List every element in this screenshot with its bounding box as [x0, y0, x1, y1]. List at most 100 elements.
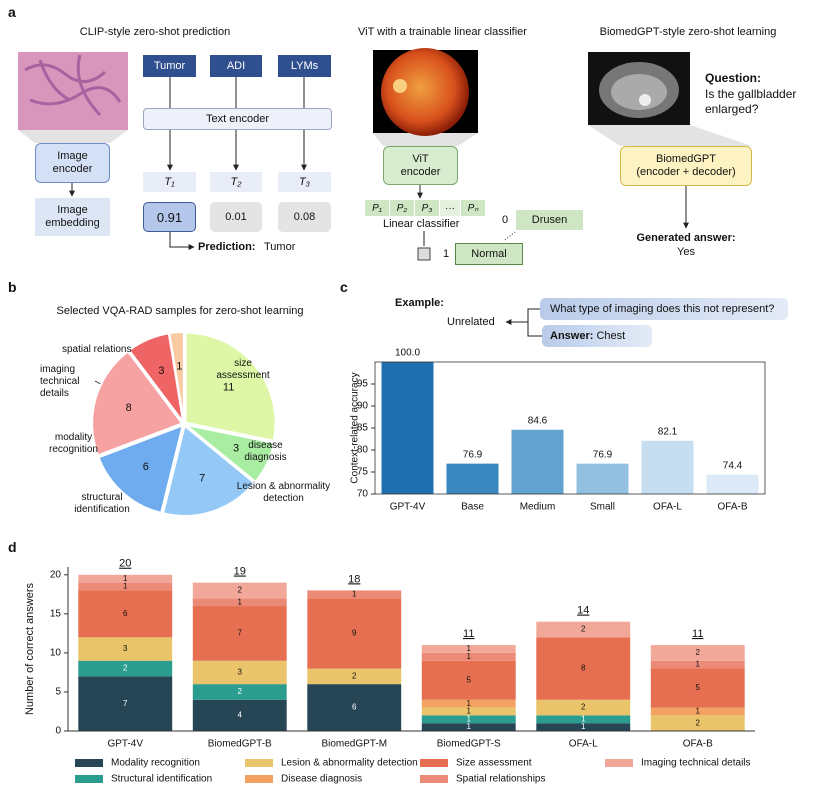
output-node — [417, 247, 431, 261]
biomedgpt-box: BiomedGPT (encoder + decoder) — [620, 146, 752, 186]
y-tick-label: 95 — [357, 379, 369, 390]
segment-label: 1 — [123, 574, 128, 583]
legend-label: Structural identification — [111, 774, 212, 785]
question: Is the gallbladder enlarged? — [705, 87, 797, 116]
example-answer: Answer: Chest — [550, 330, 625, 343]
image-encoder: Image encoder — [35, 143, 110, 183]
bar-segment — [421, 699, 516, 708]
pie-slice — [161, 424, 256, 517]
model-name: BiomedGPT — [656, 153, 716, 165]
segment-label: 2 — [581, 625, 586, 634]
total-label: 20 — [119, 558, 131, 570]
y-tick-label: 85 — [357, 423, 369, 434]
slice-value: 3 — [233, 443, 239, 455]
label-box: ADI — [210, 55, 262, 77]
bar-segment — [421, 723, 516, 731]
segment-label: 5 — [696, 683, 701, 692]
bar-segment — [536, 715, 631, 724]
answer: Yes — [677, 246, 695, 258]
segment-label: 1 — [581, 722, 586, 731]
segment-label: 1 — [467, 644, 472, 653]
legend-swatch — [420, 759, 448, 767]
legend-swatch — [420, 775, 448, 783]
x-tick-label: OFA-L — [569, 739, 598, 750]
projection — [373, 133, 478, 146]
bar-segment — [650, 645, 745, 661]
bar-segment — [536, 621, 631, 638]
retina — [381, 48, 469, 136]
legend-swatch — [605, 759, 633, 767]
y-axis-label: Context-related accuracy — [350, 372, 361, 483]
legend-swatch — [245, 759, 273, 767]
segment-label: 4 — [238, 710, 243, 719]
y-tick-label: 75 — [357, 467, 369, 478]
classifier-label: Linear classifier — [383, 218, 460, 230]
x-tick-label: BiomedGPT-S — [437, 739, 501, 750]
bar-segment — [192, 598, 287, 607]
model-note: (encoder + decoder) — [636, 166, 736, 178]
legend-swatch — [245, 775, 273, 783]
segment-label: 1 — [352, 589, 357, 598]
patch: P₃ — [415, 200, 439, 216]
bar-segment — [421, 645, 516, 653]
section-title: BiomedGPT-style zero-shot learning — [599, 26, 777, 38]
token: T₁ — [143, 172, 196, 192]
bar-segment — [650, 715, 745, 731]
prediction-label: Prediction: — [198, 241, 256, 253]
legend-label: Spatial relationships — [456, 774, 546, 785]
question-label: Question: — [705, 71, 761, 85]
bar-segment — [307, 668, 402, 685]
x-tick-label: OFA-L — [653, 502, 682, 513]
chart-title: Selected VQA-RAD samples for zero-shot l… — [56, 305, 304, 317]
bar-segment — [78, 574, 173, 583]
segment-label: 9 — [352, 628, 357, 637]
y-tick-label: 20 — [50, 569, 62, 580]
segment-label: 1 — [467, 707, 472, 716]
panel-label: c — [340, 279, 348, 295]
patch: P₁ — [365, 200, 389, 216]
y-tick-label: 10 — [50, 648, 62, 659]
slice-value: 6 — [143, 461, 149, 473]
slice-value: 3 — [158, 365, 164, 377]
y-tick-label: 70 — [357, 489, 369, 500]
bar-segment — [192, 699, 287, 731]
class-index: 0 — [502, 214, 509, 226]
class-box: Normal — [455, 243, 523, 265]
bar-segment — [78, 582, 173, 591]
answer-label: Generated answer: — [636, 232, 736, 244]
bar — [706, 474, 759, 494]
value-label: 76.9 — [593, 449, 613, 460]
slice-label: modality recognition — [49, 432, 98, 455]
bar-segment — [307, 598, 402, 669]
bar-segment — [421, 715, 516, 724]
patch: Pₙ — [461, 200, 485, 216]
bar — [446, 463, 499, 494]
bar-segment — [192, 660, 287, 685]
total-label: 11 — [463, 628, 474, 640]
pie-slice — [185, 423, 276, 484]
slice-value: 11 — [223, 381, 234, 393]
segment-label: 2 — [238, 687, 243, 696]
total-label: 19 — [234, 566, 246, 578]
segment-label: 7 — [123, 699, 128, 708]
class-box: Drusen — [516, 210, 583, 230]
class-index: 1 — [443, 248, 450, 260]
patch-ellipsis: ··· — [440, 200, 460, 216]
slice-label: imaging technical details — [40, 364, 80, 399]
legend-label: Size assessment — [456, 758, 532, 769]
value-label: 82.1 — [658, 426, 678, 437]
slice-value: 8 — [126, 402, 132, 414]
slice-label: size assessment — [216, 358, 270, 381]
example-result: Unrelated — [447, 316, 495, 328]
panel-label: a — [8, 4, 16, 20]
total-label: 11 — [692, 628, 703, 640]
bar-segment — [192, 684, 287, 700]
y-tick-label: 0 — [55, 726, 61, 737]
bar-segment — [650, 668, 745, 708]
section-title: CLIP-style zero-shot prediction — [79, 26, 231, 38]
legend-swatch — [75, 759, 103, 767]
answer-text: Chest — [596, 330, 626, 342]
patch: P₂ — [390, 200, 414, 216]
example-label: Example: — [395, 297, 444, 309]
